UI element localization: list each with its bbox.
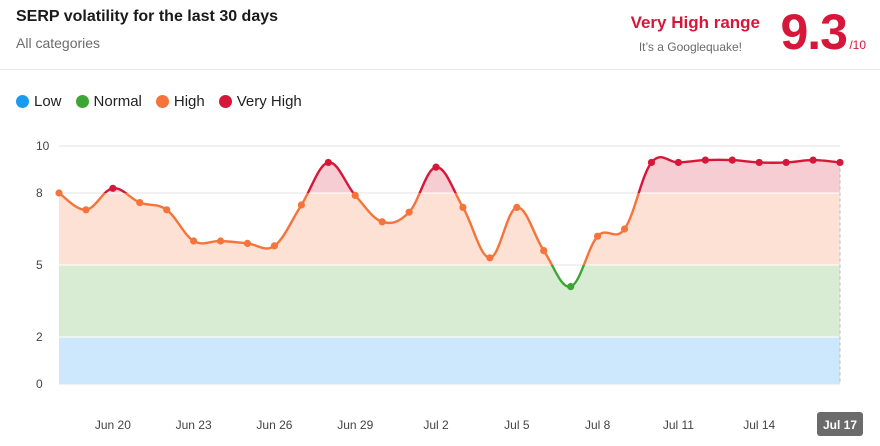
y-tick-label-0: 0 [36,377,43,391]
range-label: Very High range [630,13,760,32]
band-low [59,337,840,384]
volatility-score-max: /10 [849,38,866,52]
legend-item-high[interactable]: High [155,93,205,110]
data-point-jul-4 [486,254,494,262]
legend-item-low[interactable]: Low [16,93,62,110]
data-point-jul-16 [809,156,817,164]
data-point-jul-3 [459,203,467,211]
data-point-jul-13 [728,156,736,164]
data-point-jul-6 [540,247,548,255]
x-tick-label-jun-23: Jun 23 [176,418,212,432]
data-point-jul-7 [567,283,575,291]
legend-dot-high [155,95,169,108]
data-point-jul-5 [513,203,521,211]
data-point-jul-9 [620,225,629,233]
data-point-jul-8 [594,232,602,240]
x-tick-label-jul-14: Jul 14 [743,418,775,432]
data-point-jul-12 [701,156,709,164]
data-point-jun-18 [55,189,63,197]
x-tick-label-jul-8: Jul 8 [585,418,611,432]
data-point-jun-24 [216,237,225,245]
chart-legend: Low Normal High Very High [16,93,302,110]
y-tick-label-10: 10 [36,139,50,153]
data-point-jun-30 [378,218,386,226]
legend-dot-normal [75,95,89,108]
range-subtitle: It’s a Googlequake! [638,40,742,54]
data-point-jun-25 [243,239,252,247]
data-point-jun-28 [324,158,332,167]
data-point-jun-19 [82,206,90,214]
x-tick-label-jun-29: Jun 29 [337,418,373,432]
data-point-jul-1 [405,208,413,216]
legend-item-normal[interactable]: Normal [75,93,142,110]
data-point-jun-22 [163,206,171,214]
y-tick-label-2: 2 [36,330,43,344]
chart-title: SERP volatility for the last 30 days [16,8,279,25]
legend-dot-low [16,95,29,108]
data-point-jun-21 [136,199,144,207]
band-normal [59,265,840,337]
x-tick-label-jul-17: Jul 17 [823,418,857,432]
y-tick-label-8: 8 [36,186,43,200]
data-point-jun-26 [270,242,279,250]
legend-item-very-high[interactable]: Very High [218,93,302,110]
legend-label-low: Low [34,93,62,110]
data-point-jul-15 [782,158,790,167]
legend-dot-very-high [218,95,232,108]
data-point-jul-2 [432,163,440,171]
legend-label-very-high: Very High [236,93,302,110]
data-point-jun-20 [109,184,117,192]
band-high [59,193,840,265]
y-tick-label-5: 5 [36,258,43,272]
data-point-jun-23 [190,237,198,245]
data-point-jul-10 [647,158,656,167]
x-tick-label-jul-2: Jul 2 [423,418,449,432]
x-tick-label-jun-20: Jun 20 [95,418,131,432]
data-point-jul-17 [836,158,844,167]
selected-tick-badge [817,412,863,436]
data-point-jun-29 [351,191,359,199]
x-tick-label-jun-26: Jun 26 [256,418,292,432]
x-tick-label-jul-5: Jul 5 [504,418,530,432]
data-point-jul-14 [755,158,763,167]
legend-label-normal: Normal [93,93,142,110]
data-point-jul-11 [674,158,683,167]
legend-label-high: High [173,93,205,110]
band-very-high [59,157,840,193]
data-point-jun-27 [297,201,305,209]
x-tick-label-jul-11: Jul 11 [663,418,694,432]
category-subtitle: All categories [16,35,101,51]
header-divider [0,69,880,70]
volatility-score: 9.3 [780,4,848,60]
